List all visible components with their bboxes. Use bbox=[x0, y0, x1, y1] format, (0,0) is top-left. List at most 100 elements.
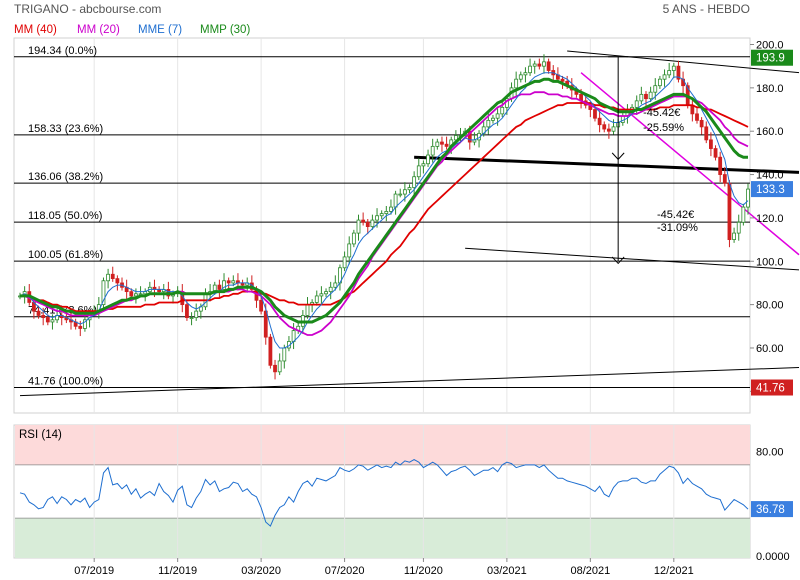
candle-body bbox=[662, 74, 667, 80]
time-tick-label: 03/2021 bbox=[487, 565, 527, 577]
rsi-line bbox=[19, 459, 749, 527]
candle-body bbox=[324, 291, 328, 295]
trendline bbox=[414, 155, 800, 174]
candle-body bbox=[440, 141, 444, 145]
measure-arrow bbox=[611, 256, 625, 265]
price-tick-label: 100.0 bbox=[756, 256, 784, 268]
candle-body bbox=[277, 360, 282, 373]
candle-body bbox=[365, 221, 370, 227]
candle-body bbox=[194, 310, 199, 319]
candle-body bbox=[375, 215, 379, 221]
price-tick-label: 180.0 bbox=[756, 83, 784, 95]
candle-body bbox=[41, 315, 46, 319]
rsi-tick-label: 0.0000 bbox=[756, 551, 790, 563]
candle-body bbox=[718, 156, 723, 175]
candlesticks bbox=[18, 54, 750, 380]
candle-body bbox=[695, 113, 699, 121]
candle-body bbox=[393, 193, 398, 208]
candle-body bbox=[542, 61, 546, 67]
time-tick-label: 03/2020 bbox=[241, 565, 281, 577]
candle-body bbox=[644, 93, 648, 100]
measure-arrow bbox=[611, 152, 625, 161]
annotation-text: -45.42€ bbox=[657, 209, 694, 221]
candle-body bbox=[486, 119, 491, 128]
price-tag bbox=[751, 181, 793, 198]
vertical-gridlines bbox=[93, 38, 675, 558]
fibonacci-label: 194.34 (0.0%) bbox=[28, 45, 97, 57]
price-tick-label: 200.0 bbox=[756, 40, 784, 52]
rsi-tick-label: 80.00 bbox=[756, 447, 784, 459]
candle-body bbox=[379, 213, 384, 217]
candle-body bbox=[657, 78, 662, 87]
candle-body bbox=[444, 143, 449, 147]
candle-body bbox=[226, 280, 231, 284]
candle-body bbox=[602, 124, 607, 130]
candle-body bbox=[305, 304, 310, 316]
candle-body bbox=[36, 310, 41, 316]
candle-body bbox=[263, 310, 268, 338]
candle-body bbox=[634, 100, 639, 108]
candle-body bbox=[217, 284, 222, 290]
candle-body bbox=[546, 61, 551, 71]
time-tick-label: 07/2020 bbox=[325, 565, 365, 577]
rsi-zones bbox=[15, 425, 750, 558]
candle-body bbox=[402, 189, 407, 195]
candle-body bbox=[361, 219, 366, 223]
candle-body bbox=[314, 295, 319, 303]
candle-body bbox=[421, 163, 426, 167]
price-panel bbox=[13, 37, 751, 414]
candle-body bbox=[653, 85, 658, 93]
candle-body bbox=[620, 115, 625, 123]
time-tick-label: 08/2021 bbox=[570, 565, 610, 577]
candle-body bbox=[495, 113, 500, 119]
candle-body bbox=[722, 174, 727, 184]
trendline bbox=[465, 247, 800, 271]
candle-body bbox=[50, 319, 55, 323]
price-tick-label: 60.00 bbox=[756, 343, 784, 355]
rsi-value-tag bbox=[751, 501, 793, 518]
candle-body bbox=[78, 325, 83, 329]
chart-period: 5 ANS - HEBDO bbox=[663, 2, 750, 16]
candle-body bbox=[83, 319, 87, 329]
legend-mm20: MM (20) bbox=[77, 24, 120, 36]
moving-averages bbox=[19, 72, 749, 349]
candle-body bbox=[746, 188, 750, 208]
candle-body bbox=[106, 273, 111, 282]
rsi-overbought-zone bbox=[15, 425, 750, 465]
time-tick-label: 11/2020 bbox=[404, 565, 443, 577]
candle-body bbox=[732, 232, 736, 240]
candle-body bbox=[713, 148, 718, 158]
candle-body bbox=[699, 119, 704, 128]
candle-body bbox=[500, 106, 505, 115]
rsi-oversold-zone bbox=[15, 518, 750, 558]
mmp30-line bbox=[20, 77, 748, 324]
price-tick-label: 160.0 bbox=[756, 126, 784, 138]
candle-body bbox=[676, 65, 681, 80]
legend-mme7: MME (7) bbox=[138, 24, 182, 36]
candle-body bbox=[648, 91, 653, 100]
time-axis: 07/2019 11/2019 03/2020 07/2020 11/2020 03/20… bbox=[74, 558, 694, 577]
candle-body bbox=[412, 176, 417, 188]
annotations: -45.42€-31.09%-45.42€-25.59% bbox=[608, 56, 698, 265]
candle-body bbox=[273, 364, 277, 373]
fibonacci-label: 158.33 (23.6%) bbox=[28, 123, 103, 135]
fibonacci-label: 41.76 (100.0%) bbox=[28, 376, 103, 388]
candle-body bbox=[185, 304, 189, 319]
candle-body bbox=[532, 63, 537, 67]
candle-body bbox=[528, 65, 532, 74]
fibonacci-levels: 194.34 (0.0%) 158.33 (23.6%) 136.06 (38.2%… bbox=[14, 45, 750, 389]
candle-body bbox=[347, 243, 352, 258]
candle-body bbox=[727, 182, 732, 240]
rsi-label: RSI (14) bbox=[19, 429, 62, 441]
candle-body bbox=[523, 72, 528, 76]
fibonacci-label: 118.05 (50.0%) bbox=[28, 210, 102, 222]
candle-body bbox=[597, 117, 602, 126]
candle-body bbox=[671, 65, 676, 71]
candle-body bbox=[430, 145, 435, 156]
candle-body bbox=[407, 187, 412, 191]
candle-body bbox=[435, 141, 440, 147]
time-tick-label: 07/2019 bbox=[74, 565, 114, 577]
price-tags: 193.9 133.3 41.76 bbox=[751, 49, 793, 396]
candle-body bbox=[514, 78, 519, 89]
candle-body bbox=[741, 206, 746, 223]
